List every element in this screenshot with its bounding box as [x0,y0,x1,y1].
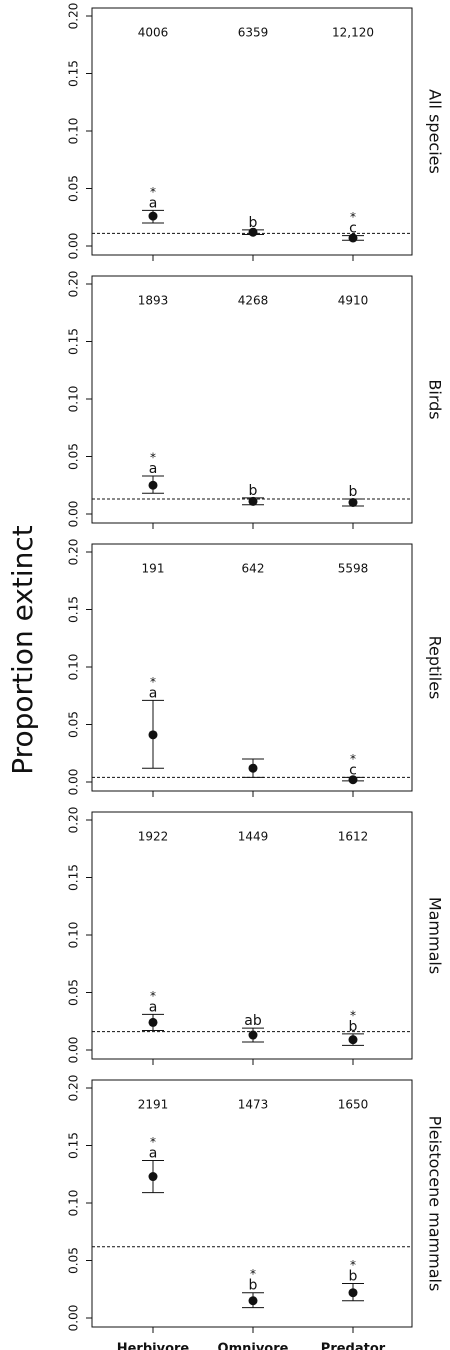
y-tick-label: 0.15 [67,328,81,355]
point [348,233,358,243]
group-letter: c [349,221,357,237]
significance-star: * [150,451,156,465]
count-label: 12,120 [332,26,374,40]
y-tick-label: 0.20 [67,1075,81,1102]
y-tick-label: 0.15 [67,60,81,87]
panel-title: Mammals [426,897,445,974]
count-label: 1893 [138,294,169,308]
point [248,763,258,773]
y-tick-label: 0.00 [67,1305,81,1332]
y-tick-label: 0.10 [67,654,81,681]
count-label: 4910 [338,294,369,308]
y-tick-label: 0.20 [67,3,81,30]
point [148,730,158,740]
group-letter: b [349,484,358,500]
y-tick-label: 0.05 [67,711,81,738]
y-tick-label: 0.05 [67,175,81,202]
panel-title: Reptiles [426,636,445,700]
y-tick-label: 0.05 [67,979,81,1006]
significance-star: * [350,752,356,766]
point [348,1035,358,1045]
x-tick-label: Omnivore [218,1342,289,1350]
significance-star: * [150,989,156,1003]
point [348,498,358,507]
plot-frame [91,543,413,792]
group-letter: a [149,685,158,701]
x-tick-label: Herbivore [117,1342,190,1350]
y-tick-label: 0.10 [67,1190,81,1217]
group-letter: a [149,1145,158,1161]
y-tick-label: 0.15 [67,864,81,891]
count-label: 1612 [338,830,369,844]
point [148,1172,158,1182]
point [148,1017,158,1027]
point [148,211,158,221]
panel-title: Birds [426,379,445,419]
count-label: 1449 [238,830,269,844]
significance-star: * [150,185,156,199]
y-tick-label: 0.10 [67,118,81,145]
group-letter: b [249,483,258,499]
significance-star: * [350,1258,356,1272]
significance-star: * [150,1135,156,1149]
y-tick-label: 0.00 [67,233,81,260]
count-label: 1650 [338,1098,369,1112]
point [348,775,358,785]
y-axis-label: Proportion extinct [6,525,39,775]
y-tick-label: 0.10 [67,922,81,949]
group-letter: a [149,461,158,477]
count-label: 6359 [238,26,269,40]
significance-star: * [350,1008,356,1022]
count-label: 1473 [238,1098,269,1112]
count-label: 2191 [138,1098,169,1112]
point [248,227,258,237]
significance-star: * [250,1267,256,1281]
x-tick-label: Predator [321,1342,386,1350]
group-letter: b [349,1269,358,1285]
panel-title: All species [426,89,445,174]
group-letter: b [249,215,258,231]
y-tick-label: 0.00 [67,501,81,528]
group-letter: ab [244,1013,262,1029]
y-tick-label: 0.15 [67,596,81,623]
count-label: 4268 [238,294,269,308]
point [248,496,258,506]
point [148,480,158,490]
count-label: 5598 [338,562,369,576]
group-letter: c [349,762,357,778]
count-label: 642 [242,562,265,576]
y-tick-label: 0.20 [67,539,81,566]
group-letter: a [149,195,158,211]
y-tick-label: 0.05 [67,443,81,470]
count-label: 4006 [138,26,169,40]
significance-star: * [150,675,156,689]
point [348,1288,358,1298]
count-label: 191 [142,562,165,576]
y-tick-label: 0.20 [67,807,81,834]
y-tick-label: 0.10 [67,386,81,413]
group-letter: b [349,1019,358,1035]
y-tick-label: 0.15 [67,1132,81,1159]
y-tick-label: 0.00 [67,769,81,796]
count-label: 1922 [138,830,169,844]
point [248,1296,258,1306]
y-tick-label: 0.00 [67,1037,81,1064]
point [248,1030,258,1040]
group-letter: a [149,999,158,1015]
panel-title: Pleistocene mammals [426,1116,445,1292]
group-letter: b [249,1278,258,1294]
y-tick-label: 0.05 [67,1247,81,1274]
significance-star: * [350,210,356,224]
y-tick-label: 0.20 [67,271,81,298]
